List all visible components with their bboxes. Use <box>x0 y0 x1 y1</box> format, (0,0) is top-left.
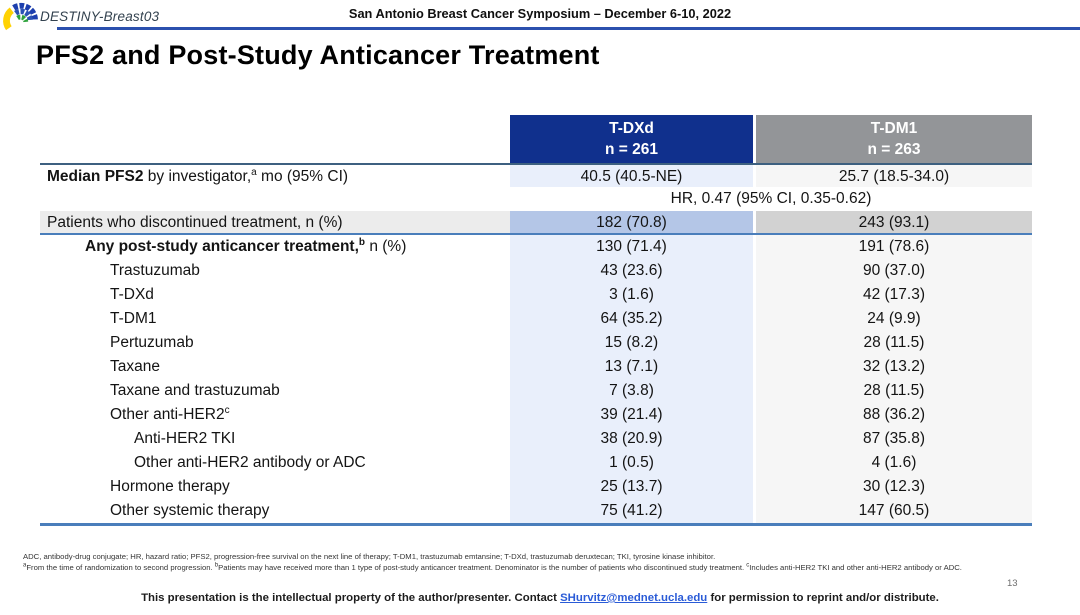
table-row-other-anti-her2-antibody-or-adc: Other anti-HER2 antibody or ADC 1 (0.5) 4 … <box>40 451 1032 475</box>
table-rows: Median PFS2 by investigator,a mo (95% CI… <box>40 163 1032 523</box>
table-row-anti-her2-tki: Anti-HER2 TKI 38 (20.9) 87 (35.8) <box>40 427 1032 451</box>
table-row-median-pfs2: Median PFS2 by investigator,a mo (95% CI… <box>40 163 1032 187</box>
table-row-trastuzumab: Trastuzumab 43 (23.6) 90 (37.0) <box>40 259 1032 283</box>
taxane-label: Taxane <box>110 358 160 375</box>
table-row-taxane-and-trastuzumab: Taxane and trastuzumab 7 (3.8) 28 (11.5) <box>40 379 1032 403</box>
table-row-taxane: Taxane 13 (7.1) 32 (13.2) <box>40 355 1032 379</box>
pertuzumab-tdm1-value: 28 (11.5) <box>753 331 1032 355</box>
taxane-and-trastuzumab-label: Taxane and trastuzumab <box>110 382 280 399</box>
taxane-tdm1-value: 32 (13.2) <box>753 355 1032 379</box>
table-row-t-dm1: T-DM1 64 (35.2) 24 (9.9) <box>40 307 1032 331</box>
column-header-tdm1: T-DM1 n = 263 <box>753 115 1032 163</box>
study-name: DESTINY-Breast03 <box>40 9 160 24</box>
hormone-therapy-tdxd-value: 25 (13.7) <box>510 475 753 499</box>
footnote-notes: aFrom the time of randomization to secon… <box>23 562 962 572</box>
header-rule <box>57 27 1080 30</box>
any-post-study-treatment-label: Any post-study anticancer treatment,b n … <box>85 236 407 255</box>
t-dxd-label: T-DXd <box>110 286 154 303</box>
table-row-patients-discontinued: Patients who discontinued treatment, n (… <box>40 211 1032 235</box>
median-pfs2-tdxd-value: 40.5 (40.5-NE) <box>510 165 753 187</box>
other-systemic-therapy-tdxd-value: 75 (41.2) <box>510 499 753 523</box>
slide-title: PFS2 and Post-Study Anticancer Treatment <box>36 40 600 70</box>
treatment-table: T-DXd n = 261 T-DM1 n = 263 Median PFS2 … <box>40 115 1032 526</box>
table-row-other-anti-her2: Other anti-HER2c 39 (21.4) 88 (36.2) <box>40 403 1032 427</box>
table-row-t-dxd: T-DXd 3 (1.6) 42 (17.3) <box>40 283 1032 307</box>
t-dxd-tdm1-value: 42 (17.3) <box>753 283 1032 307</box>
other-anti-her2-antibody-or-adc-label: Other anti-HER2 antibody or ADC <box>134 454 366 471</box>
patients-discontinued-tdm1-value: 243 (93.1) <box>753 211 1032 233</box>
sabcs-logo-icon <box>3 2 38 31</box>
other-anti-her2-label: Other anti-HER2c <box>110 404 230 423</box>
other-anti-her2-antibody-or-adc-tdm1-value: 4 (1.6) <box>753 451 1032 475</box>
table-header-label-cell <box>40 115 510 163</box>
table-row-other-systemic-therapy: Other systemic therapy 75 (41.2) 147 (60.5… <box>40 499 1032 523</box>
patients-discontinued-tdxd-value: 182 (70.8) <box>510 211 753 233</box>
contact-statement: This presentation is the intellectual pr… <box>0 592 1080 604</box>
footnotes: ADC, antibody-drug conjugate; HR, hazard… <box>23 551 1065 573</box>
t-dm1-tdxd-value: 64 (35.2) <box>510 307 753 331</box>
t-dm1-tdm1-value: 24 (9.9) <box>753 307 1032 331</box>
other-anti-her2-tdm1-value: 88 (36.2) <box>753 403 1032 427</box>
t-dxd-tdxd-value: 3 (1.6) <box>510 283 753 307</box>
other-systemic-therapy-label: Other systemic therapy <box>110 502 270 519</box>
table-row-pertuzumab: Pertuzumab 15 (8.2) 28 (11.5) <box>40 331 1032 355</box>
table-row-hazard-ratio: HR, 0.47 (95% CI, 0.35-0.62) <box>40 187 1032 211</box>
median-pfs2-tdm1-value: 25.7 (18.5-34.0) <box>753 165 1032 187</box>
tdxd-n: n = 261 <box>605 141 658 158</box>
symposium-title: San Antonio Breast Cancer Symposium – De… <box>348 6 732 21</box>
table-row-any-post-study-treatment: Any post-study anticancer treatment,b n … <box>40 235 1032 259</box>
hazard-ratio-label-cell <box>40 187 510 211</box>
other-anti-her2-tdxd-value: 39 (21.4) <box>510 403 753 427</box>
page-number: 13 <box>1007 578 1018 589</box>
tdm1-n: n = 263 <box>867 141 921 158</box>
t-dm1-label: T-DM1 <box>110 310 157 327</box>
hazard-ratio-value: HR, 0.47 (95% CI, 0.35-0.62) <box>670 190 872 207</box>
trastuzumab-tdm1-value: 90 (37.0) <box>753 259 1032 283</box>
any-post-study-treatment-tdxd-value: 130 (71.4) <box>510 235 753 259</box>
hormone-therapy-tdm1-value: 30 (12.3) <box>753 475 1032 499</box>
footnote-abbreviations: ADC, antibody-drug conjugate; HR, hazard… <box>23 552 716 561</box>
table-header-row: T-DXd n = 261 T-DM1 n = 263 <box>40 115 1032 163</box>
trastuzumab-tdxd-value: 43 (23.6) <box>510 259 753 283</box>
slide-header: DESTINY-Breast03 San Antonio Breast Canc… <box>0 0 1080 34</box>
anti-her2-tki-label: Anti-HER2 TKI <box>134 430 236 447</box>
tdxd-name: T-DXd <box>609 120 654 137</box>
taxane-and-trastuzumab-tdm1-value: 28 (11.5) <box>753 379 1032 403</box>
hormone-therapy-label: Hormone therapy <box>110 478 230 495</box>
median-pfs2-label: Median PFS2 by investigator,a mo (95% CI… <box>47 166 349 185</box>
contact-email-link[interactable]: SHurvitz@mednet.ucla.edu <box>560 592 708 604</box>
trastuzumab-label: Trastuzumab <box>110 262 200 279</box>
tdm1-name: T-DM1 <box>870 120 918 137</box>
column-header-tdxd: T-DXd n = 261 <box>510 115 753 163</box>
pertuzumab-tdxd-value: 15 (8.2) <box>510 331 753 355</box>
other-anti-her2-antibody-or-adc-tdxd-value: 1 (0.5) <box>510 451 753 475</box>
patients-discontinued-label: Patients who discontinued treatment, n (… <box>40 211 510 233</box>
any-post-study-treatment-tdm1-value: 191 (78.6) <box>753 235 1032 259</box>
contact-prefix: This presentation is the intellectual pr… <box>141 592 561 604</box>
other-systemic-therapy-tdm1-value: 147 (60.5) <box>753 499 1032 523</box>
contact-suffix: for permission to reprint and/or distrib… <box>707 592 939 604</box>
pertuzumab-label: Pertuzumab <box>110 334 194 351</box>
anti-her2-tki-tdxd-value: 38 (20.9) <box>510 427 753 451</box>
taxane-and-trastuzumab-tdxd-value: 7 (3.8) <box>510 379 753 403</box>
table-row-hormone-therapy: Hormone therapy 25 (13.7) 30 (12.3) <box>40 475 1032 499</box>
taxane-tdxd-value: 13 (7.1) <box>510 355 753 379</box>
anti-her2-tki-tdm1-value: 87 (35.8) <box>753 427 1032 451</box>
